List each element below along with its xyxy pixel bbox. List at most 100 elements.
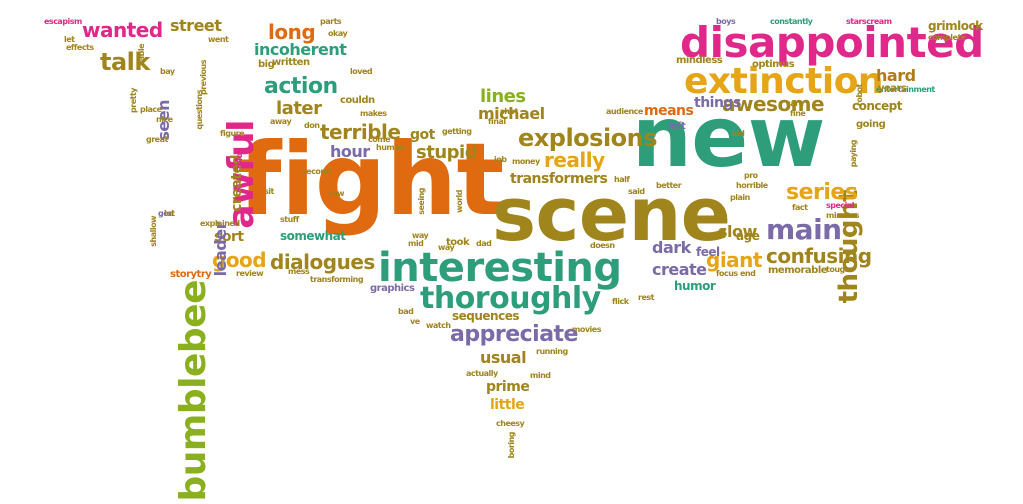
cloud-word: boys xyxy=(716,17,736,26)
cloud-word: cheesy xyxy=(496,419,525,428)
cloud-word: shallow xyxy=(149,216,158,247)
cloud-word: terrible xyxy=(320,120,401,144)
cloud-word: doesn xyxy=(590,241,615,250)
cloud-word: appreciate xyxy=(450,322,578,347)
cloud-word: pretty xyxy=(129,88,138,113)
cloud-word: got xyxy=(410,127,435,143)
cloud-word: optimus xyxy=(752,59,795,70)
cloud-word: actually xyxy=(466,369,498,378)
cloud-word: lot xyxy=(164,209,175,218)
cloud-word: boring xyxy=(507,432,516,459)
cloud-word: action xyxy=(264,74,338,99)
cloud-word: said xyxy=(628,187,645,196)
cloud-word: transforming xyxy=(310,275,364,284)
cloud-word: half xyxy=(614,175,630,184)
cloud-word: bumblebee xyxy=(173,280,214,502)
cloud-word: little xyxy=(490,397,525,413)
cloud-word: shot xyxy=(500,107,518,116)
cloud-word: usual xyxy=(480,348,527,367)
cloud-word: sequences xyxy=(452,309,520,323)
cloud-word: memorable xyxy=(768,265,828,276)
cloud-word: disappointed xyxy=(680,18,984,67)
cloud-word: dialogues xyxy=(270,250,375,274)
cloud-word: giant xyxy=(706,248,762,272)
cloud-word: stupid xyxy=(416,142,478,163)
cloud-word: written xyxy=(272,57,310,68)
cloud-word: effects xyxy=(66,43,94,52)
cloud-word: entertainment xyxy=(876,85,935,94)
cloud-word: great xyxy=(146,135,168,144)
cloud-word: confusing xyxy=(766,244,872,268)
cloud-word: flick xyxy=(612,297,629,306)
cloud-word: running xyxy=(536,347,568,356)
cloud-word: pro xyxy=(744,171,758,180)
cloud-word: starscream xyxy=(846,17,892,26)
cloud-word: better xyxy=(656,181,682,190)
cloud-word: michael xyxy=(478,104,545,123)
cloud-word: away xyxy=(270,117,292,126)
cloud-word: fine xyxy=(790,109,806,118)
cloud-word: somewhat xyxy=(280,229,346,243)
cloud-word: come xyxy=(368,135,391,144)
cloud-word: focus xyxy=(716,269,738,278)
cloud-word: special xyxy=(826,201,855,210)
cloud-word: paying xyxy=(849,140,858,168)
cloud-word: constantly xyxy=(770,17,813,26)
cloud-word: left xyxy=(668,121,686,132)
cloud-word: mind xyxy=(530,371,551,380)
cloud-word: couldn xyxy=(340,95,375,106)
cloud-word: street xyxy=(170,16,222,35)
cloud-word: main xyxy=(766,213,842,246)
cloud-word: loved xyxy=(350,67,373,76)
cloud-word: series xyxy=(786,180,858,205)
cloud-word: okay xyxy=(328,29,348,38)
cloud-word: bad xyxy=(398,307,414,316)
cloud-word: god xyxy=(158,209,174,218)
cloud-word: went xyxy=(208,35,229,44)
cloud-word: let xyxy=(64,35,75,44)
cloud-word: place xyxy=(140,105,162,114)
cloud-word: review xyxy=(236,269,264,278)
cloud-word: means xyxy=(644,103,694,119)
cloud-word: plot xyxy=(235,150,244,166)
cloud-word: plain xyxy=(730,193,750,202)
cloud-word: thoroughly xyxy=(420,281,601,316)
cloud-word: mid xyxy=(408,239,424,248)
cloud-word: way xyxy=(438,243,455,252)
cloud-word: bay xyxy=(160,67,175,76)
cloud-word: complete xyxy=(928,33,966,42)
cloud-word: sit xyxy=(264,187,274,196)
cloud-word: really xyxy=(544,148,605,172)
cloud-word: second xyxy=(302,167,331,176)
cloud-word: graphics xyxy=(370,283,415,294)
cloud-word: fact xyxy=(792,203,808,212)
cloud-word: new xyxy=(632,88,825,186)
cloud-word: age xyxy=(736,229,760,243)
cloud-word: getting xyxy=(442,127,472,136)
cloud-word: seeing xyxy=(417,188,426,215)
cloud-word: audience xyxy=(606,107,643,116)
cloud-word: explained xyxy=(200,219,240,228)
cloud-word: dark xyxy=(652,238,691,257)
cloud-word: don xyxy=(304,121,320,130)
cloud-word: hard xyxy=(876,66,916,85)
cloud-word: final xyxy=(488,117,506,126)
cloud-word: going xyxy=(856,119,886,130)
cloud-word: mindless xyxy=(676,55,723,66)
cloud-word: ve xyxy=(410,317,420,326)
cloud-word: weren xyxy=(698,213,724,222)
cloud-word: years xyxy=(878,83,907,94)
cloud-word: human xyxy=(376,143,405,152)
cloud-word: escapism xyxy=(44,17,82,26)
cloud-word: extinction xyxy=(684,61,884,102)
cloud-word: grimlock xyxy=(928,19,983,33)
cloud-word: scene xyxy=(492,172,731,258)
cloud-word: feel xyxy=(696,245,720,259)
cloud-word: wanted xyxy=(82,18,163,42)
cloud-word: fight xyxy=(238,121,504,238)
cloud-word: things xyxy=(694,95,741,111)
cloud-word: explosions xyxy=(518,124,658,152)
cloud-word: long xyxy=(268,20,316,44)
cloud-word: parts xyxy=(320,17,342,26)
